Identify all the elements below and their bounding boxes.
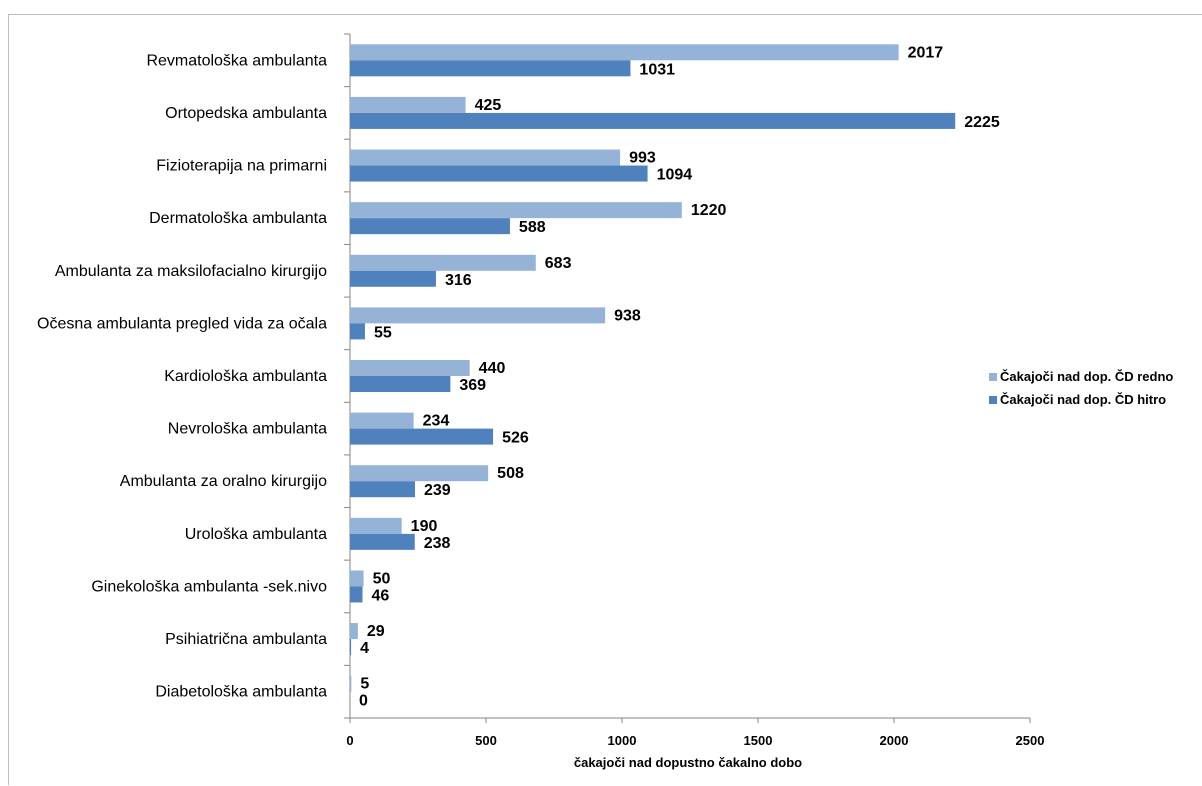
bar-redno bbox=[350, 202, 682, 219]
value-label-redno: 993 bbox=[629, 150, 656, 167]
chart-title-strip bbox=[0, 0, 1202, 14]
bar-redno bbox=[350, 465, 489, 482]
bar-hitro bbox=[350, 376, 451, 392]
x-tick-label: 2500 bbox=[1016, 733, 1045, 748]
legend-label: Čakajoči nad dop. ČD redno bbox=[1000, 369, 1173, 384]
value-label-hitro: 55 bbox=[374, 324, 392, 341]
value-label-redno: 29 bbox=[367, 623, 385, 640]
bar-hitro bbox=[350, 60, 631, 77]
value-label-redno: 234 bbox=[423, 413, 450, 430]
category-label: Revmatološka ambulanta bbox=[146, 52, 327, 69]
x-tick-label: 0 bbox=[346, 733, 353, 748]
category-label: Dermatološka ambulanta bbox=[149, 210, 327, 227]
category-label: Ambulanta za oralno kirurgijo bbox=[120, 473, 327, 490]
bar-redno bbox=[350, 517, 402, 534]
value-label-hitro: 1094 bbox=[657, 167, 693, 184]
bar-hitro bbox=[350, 481, 416, 498]
value-label-redno: 683 bbox=[545, 255, 572, 272]
value-label-hitro: 588 bbox=[519, 219, 546, 236]
category-label: Kardiološka ambulanta bbox=[164, 368, 327, 385]
value-label-redno: 425 bbox=[475, 97, 502, 114]
bar-hitro bbox=[350, 586, 363, 603]
bar-redno bbox=[350, 623, 358, 640]
value-label-hitro: 0 bbox=[359, 693, 368, 710]
value-label-hitro: 369 bbox=[459, 377, 486, 394]
value-label-redno: 440 bbox=[479, 360, 506, 377]
value-label-hitro: 316 bbox=[445, 272, 472, 289]
bar-hitro bbox=[350, 218, 510, 235]
category-label: Očesna ambulanta pregled vida za očala bbox=[37, 315, 327, 332]
bar-hitro bbox=[350, 533, 415, 550]
category-label: Ambulanta za maksilofacialno kirurgijo bbox=[55, 263, 327, 280]
legend-swatch bbox=[989, 396, 997, 404]
category-label: Ginekološka ambulanta -sek.nivo bbox=[91, 578, 327, 595]
value-label-hitro: 46 bbox=[372, 587, 390, 604]
category-label: Ortopedska ambulanta bbox=[165, 105, 327, 122]
bar-redno bbox=[350, 675, 352, 692]
bar-redno bbox=[350, 44, 899, 61]
value-label-redno: 1220 bbox=[691, 202, 727, 219]
bar-hitro bbox=[350, 639, 352, 656]
value-label-hitro: 239 bbox=[424, 482, 451, 499]
x-tick-label: 1000 bbox=[608, 733, 637, 748]
bar-redno bbox=[350, 254, 536, 271]
value-label-hitro: 1031 bbox=[639, 61, 675, 78]
bar-redno bbox=[350, 149, 621, 166]
value-label-redno: 50 bbox=[373, 570, 391, 587]
legend-label: Čakajoči nad dop. ČD hitro bbox=[1000, 392, 1166, 407]
x-tick-label: 1500 bbox=[744, 733, 773, 748]
bar-hitro bbox=[350, 323, 365, 340]
bar-hitro bbox=[350, 270, 436, 287]
category-label: Nevrološka ambulanta bbox=[168, 421, 327, 438]
bar-redno bbox=[350, 412, 414, 429]
value-label-hitro: 238 bbox=[424, 535, 451, 552]
bar-hitro bbox=[350, 112, 956, 129]
category-label: Fizioterapija na primarni bbox=[156, 158, 327, 175]
x-axis-title: čakajoči nad dopustno čakalno dobo bbox=[574, 755, 802, 770]
category-label: Urološka ambulanta bbox=[185, 526, 327, 543]
legend-swatch bbox=[989, 373, 997, 381]
value-label-redno: 5 bbox=[360, 676, 369, 693]
category-label: Psihiatrična ambulanta bbox=[165, 631, 327, 648]
value-label-hitro: 526 bbox=[502, 430, 529, 447]
x-tick-label: 500 bbox=[475, 733, 497, 748]
value-label-hitro: 2225 bbox=[964, 114, 1000, 131]
bar-redno bbox=[350, 570, 364, 587]
bar-redno bbox=[350, 96, 466, 113]
value-label-hitro: 4 bbox=[360, 640, 369, 657]
value-label-redno: 2017 bbox=[908, 44, 944, 61]
value-label-redno: 938 bbox=[614, 307, 641, 324]
bar-hitro bbox=[350, 165, 648, 182]
bar-hitro bbox=[350, 428, 494, 445]
bar-redno bbox=[350, 307, 606, 324]
value-label-redno: 190 bbox=[411, 518, 438, 535]
value-label-redno: 508 bbox=[497, 465, 524, 482]
category-label: Diabetološka ambulanta bbox=[155, 684, 327, 701]
bar-redno bbox=[350, 360, 470, 376]
x-tick-label: 2000 bbox=[880, 733, 909, 748]
chart-frame: 0 500 1000 1500 2000 2500 čakajoči nad dopustn… bbox=[8, 14, 1202, 785]
